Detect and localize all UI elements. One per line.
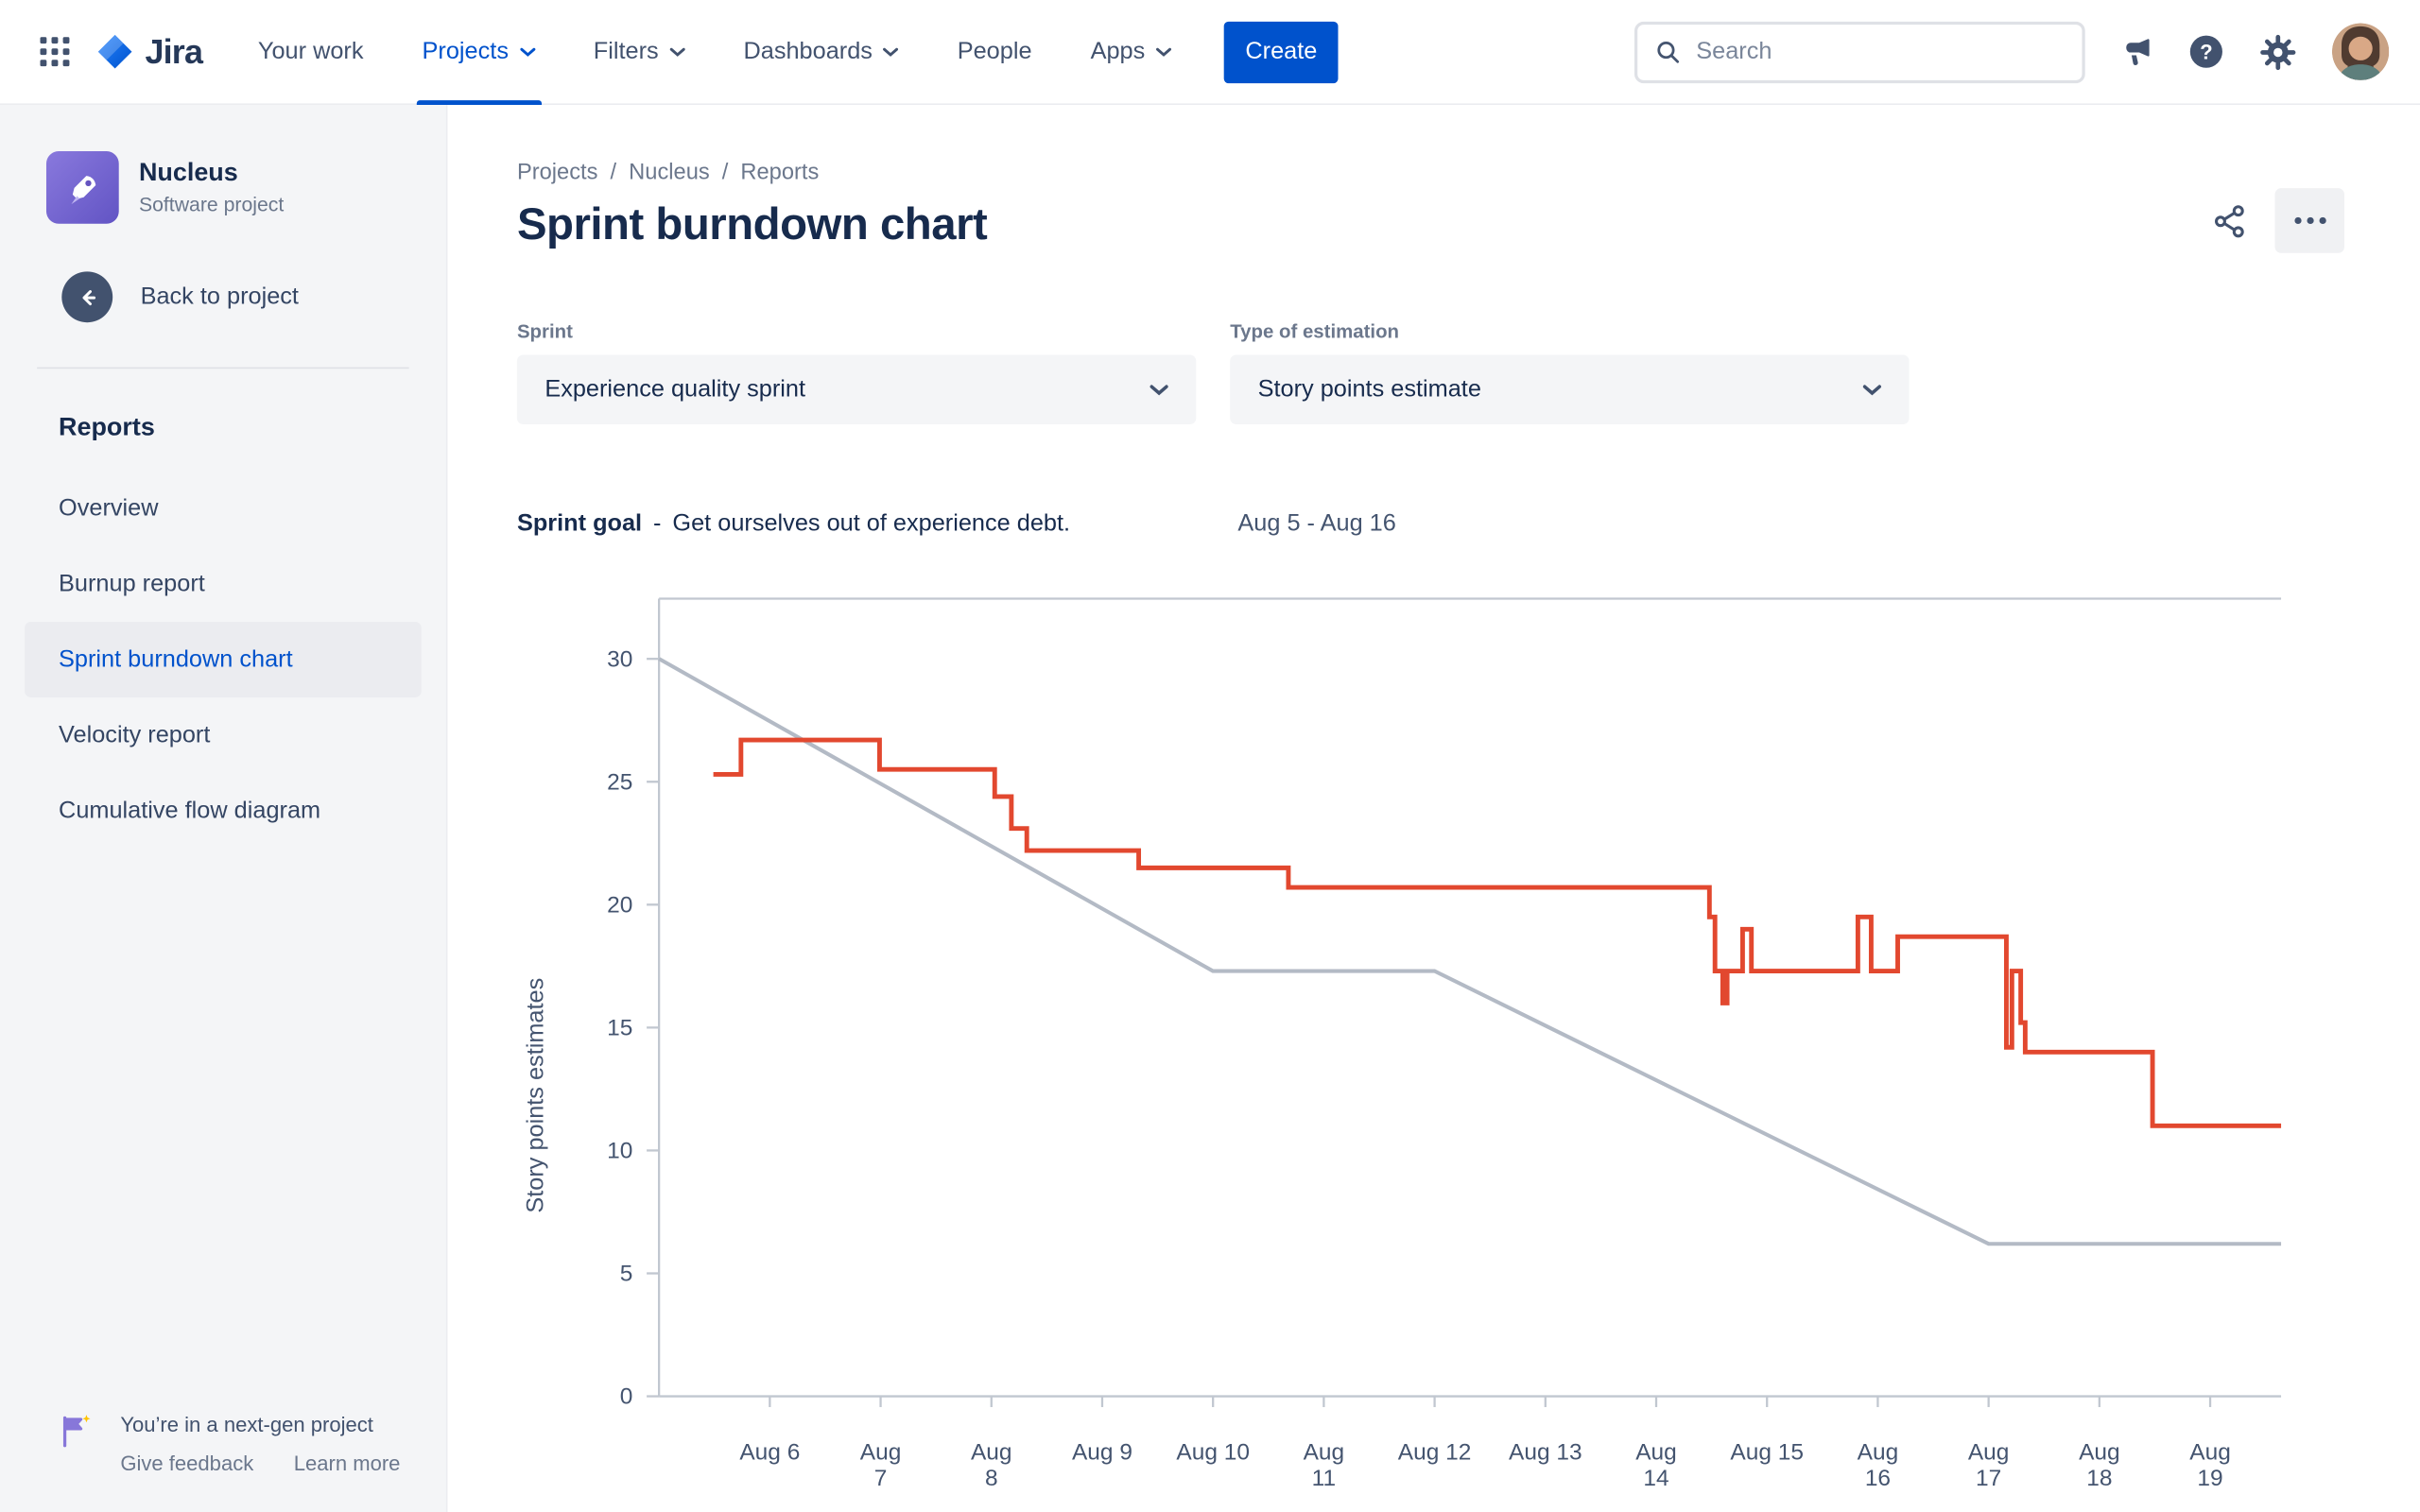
sidebar-item-velocity-report[interactable]: Velocity report: [59, 721, 211, 748]
breadcrumb-nucleus[interactable]: Nucleus: [629, 160, 710, 185]
sidebar-footer: You’re in a next-gen project Give feedba…: [59, 1414, 424, 1475]
back-arrow-icon: [61, 271, 113, 323]
nav-your-work-label: Your work: [257, 37, 364, 64]
breadcrumb: Projects / Nucleus / Reports: [517, 161, 819, 185]
sprint-select-value: Experience quality sprint: [544, 375, 806, 403]
chevron-down-icon: [1862, 384, 1882, 396]
gear-icon: [2260, 34, 2296, 70]
breadcrumb-reports[interactable]: Reports: [740, 160, 820, 185]
sidebar-footer-links: Give feedback Learn more: [120, 1452, 424, 1474]
primary-nav: Your work Projects Filters Dashboards: [251, 0, 1223, 105]
chevron-down-icon: [669, 46, 685, 57]
jira-logo-icon: [97, 34, 132, 69]
main-content: Projects / Nucleus / Reports Sprint burn…: [447, 105, 2420, 1512]
flag-icon: [59, 1414, 93, 1458]
chevron-down-icon: [519, 46, 535, 57]
jira-logo-text: Jira: [145, 31, 203, 71]
estimation-select[interactable]: Story points estimate: [1230, 354, 1910, 424]
sprint-goal-separator: -: [653, 510, 662, 538]
sprint-date-range: Aug 5 - Aug 16: [1237, 510, 1396, 538]
sprint-label: Sprint: [516, 320, 573, 343]
sidebar-footer-content: You’re in a next-gen project Give feedba…: [120, 1414, 424, 1475]
sidebar-divider: [37, 367, 409, 369]
page-title: Sprint burndown chart: [516, 200, 988, 250]
sidebar-item-burnup-report[interactable]: Burnup report: [59, 570, 205, 597]
create-button[interactable]: Create: [1223, 21, 1340, 83]
share-icon: [2214, 204, 2243, 237]
notifications-button[interactable]: [2120, 36, 2152, 68]
sprint-control: Sprint Experience quality sprint: [516, 320, 1197, 424]
help-button[interactable]: ?: [2188, 34, 2224, 70]
estimation-label: Type of estimation: [1230, 320, 1400, 343]
top-navbar: Jira Your work Projects Filters Dashboar…: [0, 0, 2420, 106]
app-switcher-icon: [39, 37, 69, 67]
project-titles: Nucleus Software project: [139, 159, 284, 215]
breadcrumb-separator: /: [610, 160, 617, 185]
search-box: [1634, 21, 2085, 83]
more-icon: [2293, 216, 2325, 225]
sprint-goal-row: Sprint goal - Get ourselves out of exper…: [517, 510, 1070, 538]
chevron-down-icon: [883, 46, 899, 57]
reports-menu: Overview Burnup report Sprint burndown c…: [0, 471, 446, 849]
project-type: Software project: [138, 193, 285, 216]
sidebar-item-overview[interactable]: Overview: [59, 494, 159, 522]
back-to-project-label: Back to project: [140, 283, 299, 310]
sidebar-item-sprint-burndown-chart[interactable]: Sprint burndown chart: [25, 621, 422, 697]
reports-section-title: Reports: [59, 413, 155, 441]
nav-filters-label: Filters: [593, 37, 659, 64]
back-to-project-button[interactable]: Back to project: [61, 271, 299, 323]
nav-dashboards-label: Dashboards: [743, 37, 873, 64]
nav-apps-label: Apps: [1090, 37, 1146, 64]
app-switcher-button[interactable]: [27, 26, 80, 78]
rocket-icon: [70, 175, 95, 204]
next-gen-message: You’re in a next-gen project: [120, 1413, 373, 1436]
chevron-down-icon: [1155, 46, 1171, 57]
project-sidebar: Nucleus Software project Back to project…: [0, 105, 448, 1512]
nav-filters[interactable]: Filters: [587, 0, 691, 104]
sprint-goal-label: Sprint goal: [516, 510, 643, 538]
sidebar-item-cumulative-flow-diagram[interactable]: Cumulative flow diagram: [59, 797, 321, 824]
nav-projects-label: Projects: [422, 37, 509, 64]
share-button[interactable]: [2201, 190, 2256, 251]
user-avatar[interactable]: [2331, 23, 2390, 80]
sprint-select[interactable]: Experience quality sprint: [516, 354, 1197, 424]
project-name: Nucleus: [138, 159, 238, 187]
nav-people-label: People: [957, 37, 1032, 64]
sprint-goal-text: Get ourselves out of experience debt.: [672, 510, 1071, 538]
estimation-control: Type of estimation Story points estimate: [1230, 320, 1910, 424]
jira-logo[interactable]: Jira: [95, 31, 203, 71]
nav-people[interactable]: People: [951, 0, 1038, 104]
give-feedback-link[interactable]: Give feedback: [120, 1452, 254, 1475]
search-input[interactable]: [1696, 37, 2064, 66]
breadcrumb-projects[interactable]: Projects: [516, 160, 598, 185]
estimation-select-value: Story points estimate: [1257, 375, 1481, 403]
svg-text:?: ?: [2200, 40, 2213, 63]
navbar-right: ?: [1634, 21, 2390, 83]
nav-apps[interactable]: Apps: [1084, 0, 1178, 104]
help-icon: ?: [2189, 35, 2222, 68]
search-icon: [1657, 41, 1680, 62]
settings-button[interactable]: [2259, 33, 2296, 70]
nav-your-work[interactable]: Your work: [251, 0, 370, 104]
more-actions-button[interactable]: [2274, 188, 2344, 253]
nav-dashboards[interactable]: Dashboards: [737, 0, 905, 104]
page-actions: [2201, 188, 2344, 253]
megaphone-icon: [2126, 39, 2150, 65]
avatar-image: [2331, 23, 2390, 80]
project-avatar: [45, 150, 119, 224]
project-header: Nucleus Software project: [45, 150, 284, 224]
learn-more-link[interactable]: Learn more: [293, 1452, 401, 1475]
chevron-down-icon: [1150, 384, 1168, 396]
breadcrumb-separator: /: [721, 160, 729, 185]
nav-projects[interactable]: Projects: [416, 0, 542, 105]
